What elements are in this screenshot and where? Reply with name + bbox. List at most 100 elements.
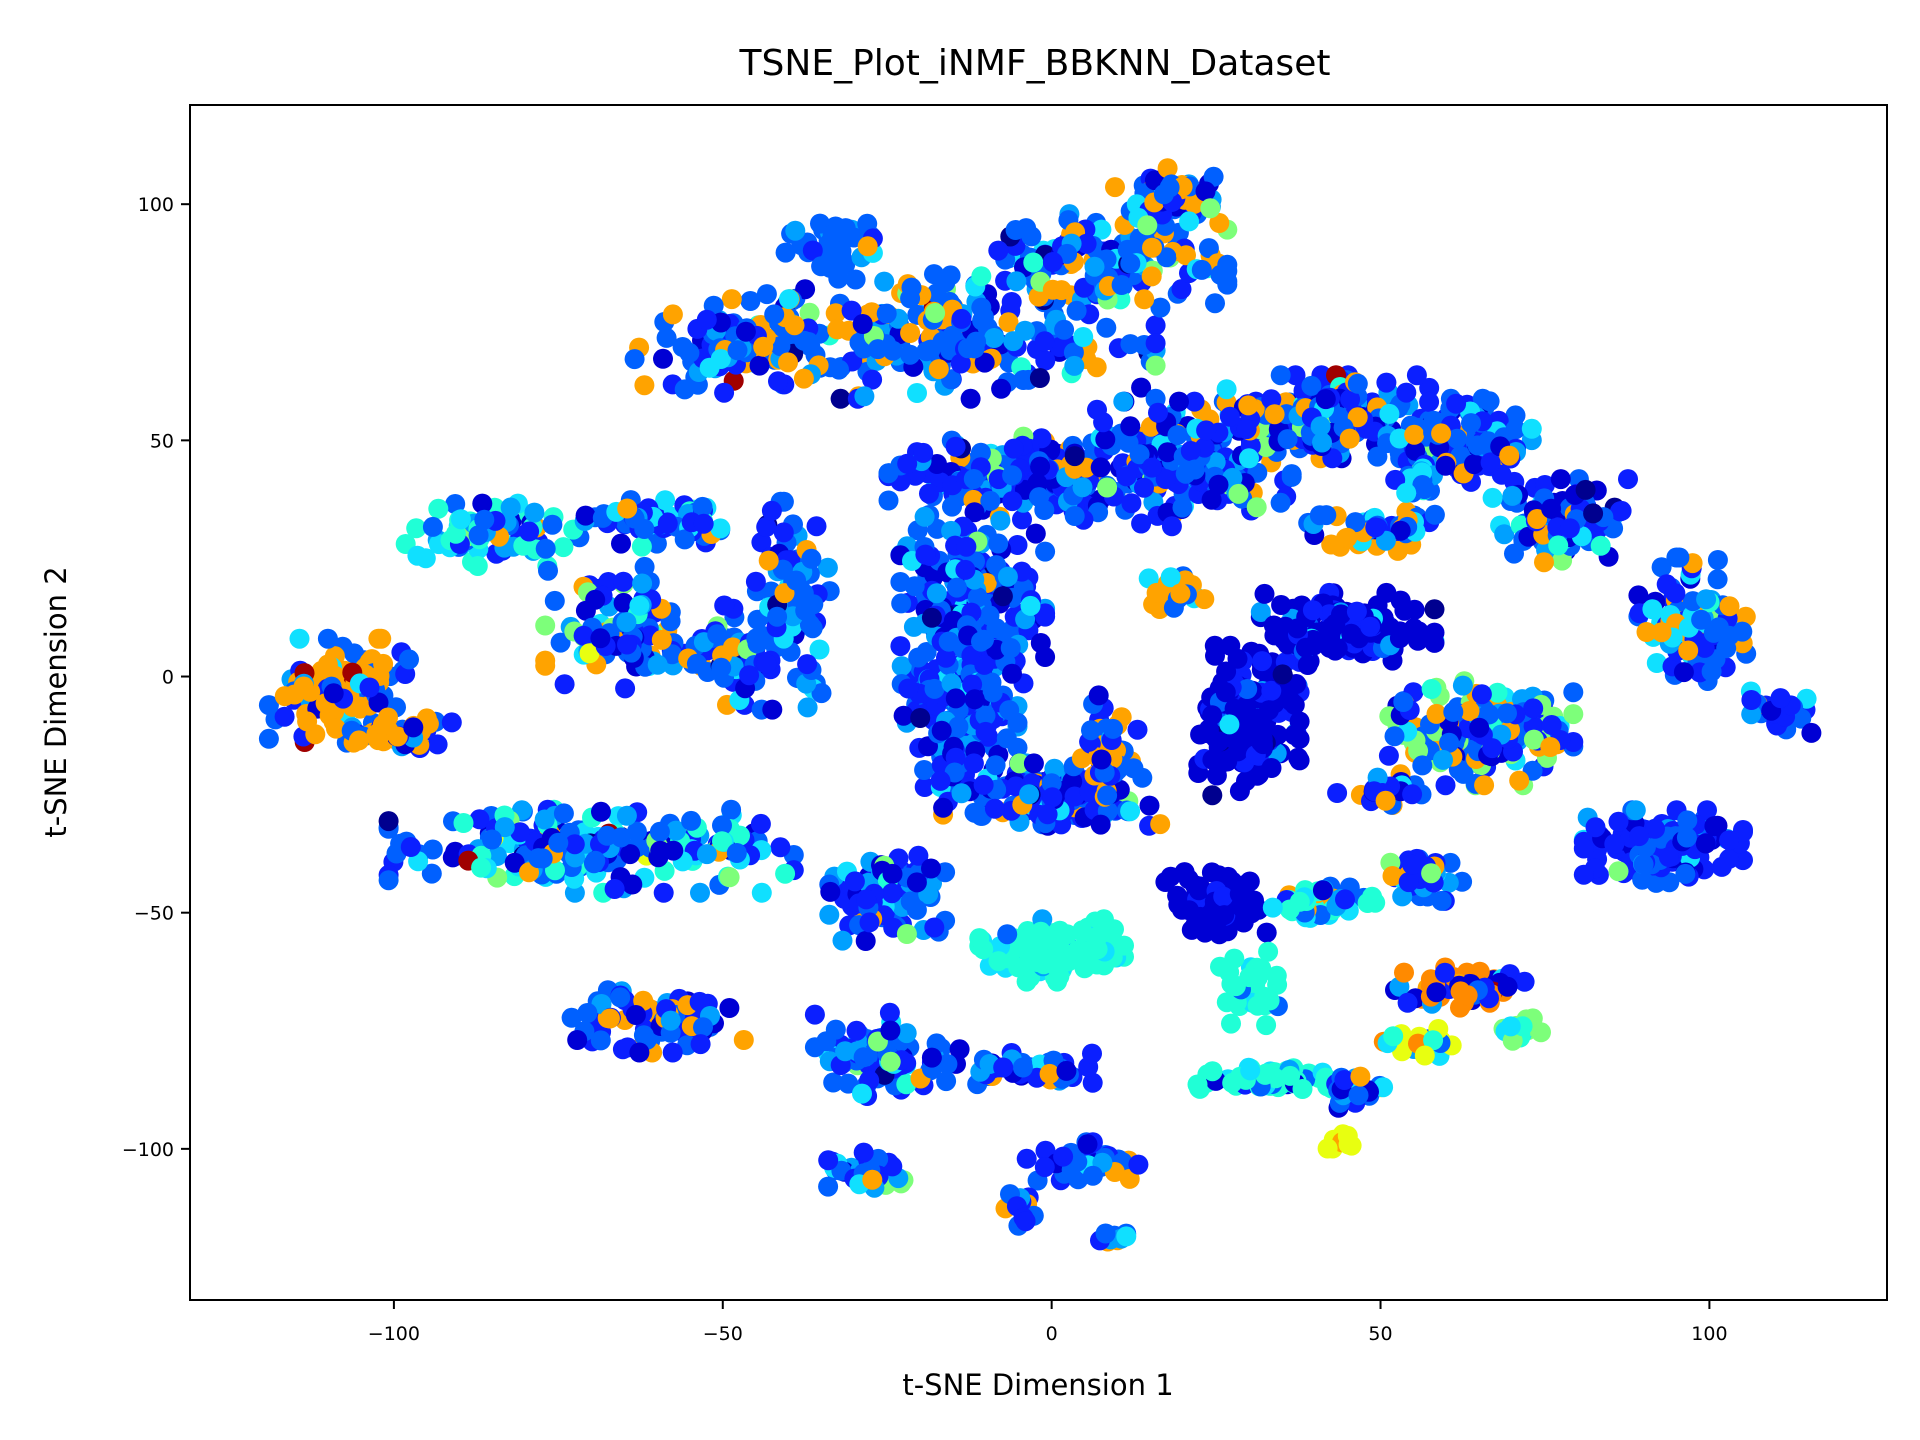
scatter-point bbox=[611, 827, 631, 848]
scatter-point bbox=[1563, 704, 1584, 725]
scatter-point bbox=[1719, 625, 1740, 646]
scatter-point bbox=[751, 882, 772, 903]
scatter-point bbox=[317, 628, 338, 649]
scatter-point bbox=[711, 657, 732, 678]
scatter-point bbox=[1625, 800, 1646, 821]
scatter-point bbox=[727, 340, 748, 361]
scatter-point bbox=[1228, 483, 1249, 504]
scatter-point bbox=[1376, 372, 1397, 393]
scatter-point bbox=[1384, 726, 1405, 747]
scatter-point bbox=[878, 463, 899, 484]
scatter-point bbox=[1396, 382, 1417, 403]
scatter-point bbox=[900, 344, 921, 365]
scatter-point bbox=[1310, 416, 1331, 437]
scatter-point bbox=[1150, 297, 1171, 318]
scatter-point bbox=[632, 573, 653, 594]
scatter-point bbox=[548, 832, 569, 853]
scatter-point bbox=[898, 678, 919, 699]
scatter-point bbox=[756, 284, 777, 305]
scatter-point bbox=[828, 268, 849, 289]
scatter-point bbox=[1208, 474, 1229, 495]
scatter-point bbox=[1240, 1060, 1261, 1081]
scatter-point bbox=[674, 379, 695, 400]
y-axis-label: t-SNE Dimension 2 bbox=[39, 566, 73, 837]
chart-title: TSNE_Plot_iNMF_BBKNN_Dataset bbox=[739, 43, 1331, 84]
scatter-point bbox=[971, 297, 992, 318]
scatter-point bbox=[1000, 638, 1021, 658]
scatter-point bbox=[1347, 373, 1368, 394]
scatter-point bbox=[554, 674, 575, 695]
scatter-point bbox=[1180, 441, 1201, 461]
scatter-point bbox=[1665, 583, 1686, 604]
scatter-point bbox=[1651, 557, 1672, 578]
scatter-point bbox=[949, 1039, 970, 1060]
scatter-point bbox=[1711, 856, 1732, 877]
scatter-point bbox=[1505, 405, 1526, 426]
scatter-point bbox=[1523, 698, 1544, 719]
scatter-point bbox=[740, 291, 761, 311]
scatter-point bbox=[1145, 315, 1166, 336]
scatter-point bbox=[1505, 419, 1526, 440]
scatter-point bbox=[258, 728, 279, 749]
scatter-point bbox=[721, 289, 742, 310]
scatter-point bbox=[604, 879, 625, 899]
scatter-point bbox=[749, 355, 770, 376]
scatter-point bbox=[1446, 393, 1467, 414]
scatter-point bbox=[1651, 622, 1672, 643]
scatter-point bbox=[326, 718, 346, 739]
scatter-point bbox=[926, 583, 947, 604]
scatter-point bbox=[1502, 485, 1523, 506]
scatter-point bbox=[1219, 714, 1240, 735]
scatter-point bbox=[274, 706, 295, 727]
scatter-point bbox=[1082, 1043, 1102, 1064]
scatter-point bbox=[1741, 704, 1762, 725]
scatter-point bbox=[1127, 719, 1148, 740]
scatter-point bbox=[795, 600, 816, 621]
scatter-point bbox=[1608, 811, 1629, 832]
scatter-point bbox=[681, 810, 702, 831]
scatter-point bbox=[1176, 245, 1196, 266]
scatter-point bbox=[817, 557, 838, 578]
scatter-point bbox=[662, 304, 683, 325]
scatter-point bbox=[1203, 166, 1224, 187]
scatter-point bbox=[1219, 406, 1240, 427]
scatter-point bbox=[963, 469, 984, 489]
scatter-point bbox=[1469, 717, 1490, 738]
scatter-point bbox=[1618, 469, 1638, 490]
scatter-point bbox=[1375, 790, 1396, 811]
scatter-point bbox=[1119, 1168, 1140, 1189]
scatter-point bbox=[1339, 428, 1360, 449]
scatter-point bbox=[1174, 862, 1195, 883]
scatter-point bbox=[1023, 753, 1044, 774]
scatter-point bbox=[690, 882, 710, 903]
scatter-point bbox=[1261, 758, 1282, 778]
scatter-point bbox=[1159, 177, 1180, 198]
scatter-point bbox=[739, 665, 760, 686]
scatter-point bbox=[1128, 1154, 1149, 1175]
x-tick-label: 50 bbox=[1368, 1323, 1392, 1345]
scatter-point bbox=[406, 518, 427, 539]
scatter-point bbox=[500, 497, 521, 518]
scatter-point bbox=[1148, 402, 1168, 423]
scatter-point bbox=[906, 899, 927, 920]
scatter-point bbox=[937, 1054, 958, 1074]
scatter-point bbox=[1157, 158, 1178, 179]
scatter-point bbox=[1142, 457, 1162, 478]
scatter-point bbox=[1646, 653, 1667, 673]
scatter-point bbox=[1056, 1060, 1077, 1081]
scatter-point bbox=[1284, 725, 1305, 745]
scatter-point bbox=[859, 912, 880, 933]
scatter-point bbox=[862, 369, 883, 390]
scatter-point bbox=[982, 682, 1003, 703]
scatter-point bbox=[629, 1042, 650, 1063]
scatter-point bbox=[1142, 237, 1162, 258]
scatter-point bbox=[1341, 623, 1362, 644]
scatter-point bbox=[631, 536, 652, 557]
scatter-point bbox=[1480, 452, 1501, 473]
scatter-point bbox=[1023, 252, 1044, 273]
scatter-point bbox=[1464, 454, 1484, 475]
scatter-point bbox=[1198, 238, 1219, 259]
scatter-point bbox=[1423, 1030, 1444, 1051]
scatter-point bbox=[719, 998, 740, 1018]
scatter-point bbox=[590, 1030, 611, 1051]
